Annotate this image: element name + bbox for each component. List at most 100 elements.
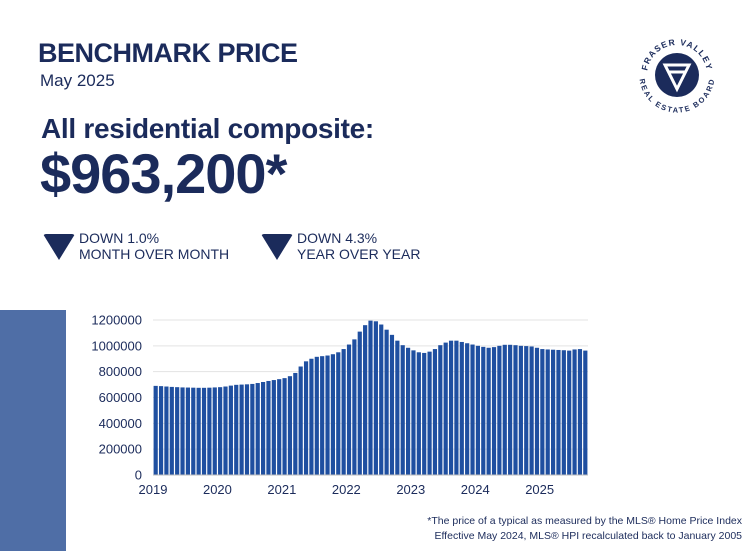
bar <box>567 350 572 475</box>
bar <box>314 356 319 475</box>
bar <box>352 339 357 475</box>
headline: All residential composite: <box>41 113 374 144</box>
bar <box>379 324 384 475</box>
bar <box>513 345 518 475</box>
x-tick-label: 2020 <box>203 482 232 497</box>
bar <box>260 382 266 475</box>
bar <box>534 347 540 475</box>
x-tick-label: 2022 <box>332 482 361 497</box>
bar <box>438 345 443 475</box>
fvreb-logo-icon: FRASER VALLEY REAL ESTATE BOARD <box>638 37 716 115</box>
bar <box>218 387 223 475</box>
bar <box>153 385 158 475</box>
bar <box>158 386 164 475</box>
bar <box>196 387 201 475</box>
bar <box>486 347 491 475</box>
bar <box>432 349 438 475</box>
footnote: *The price of a typical as measured by t… <box>427 514 742 544</box>
bar <box>508 344 513 475</box>
bar <box>427 351 432 475</box>
bar <box>298 366 303 475</box>
y-tick-label: 600000 <box>99 390 142 405</box>
bar <box>207 387 212 475</box>
bar <box>363 325 368 475</box>
bar <box>293 372 298 475</box>
stat-mom-value: DOWN 1.0% <box>79 230 160 246</box>
x-tick-label: 2024 <box>461 482 490 497</box>
bar <box>255 383 260 475</box>
down-arrow-icon <box>43 234 75 260</box>
stat-month-over-month: DOWN 1.0% MONTH OVER MONTH <box>43 230 229 262</box>
bar <box>239 384 244 475</box>
bar <box>583 350 588 475</box>
stat-mom-label: MONTH OVER MONTH <box>79 246 230 262</box>
bar <box>422 352 427 475</box>
bar <box>320 356 325 475</box>
bar <box>405 347 411 475</box>
x-tick-label: 2019 <box>139 482 168 497</box>
down-arrow-icon <box>261 234 293 260</box>
x-tick-label: 2025 <box>525 482 554 497</box>
page-subtitle: May 2025 <box>40 71 115 90</box>
bar <box>336 352 341 475</box>
bar <box>346 344 352 475</box>
bar <box>497 345 502 475</box>
bar <box>250 383 255 475</box>
bar <box>234 384 239 475</box>
y-tick-label: 800000 <box>99 364 142 379</box>
bar <box>185 387 191 475</box>
bar <box>357 331 362 475</box>
bar <box>411 350 416 475</box>
bar <box>572 349 577 475</box>
bar <box>556 349 561 475</box>
x-tick-label: 2023 <box>396 482 425 497</box>
stat-yoy-value: DOWN 4.3% <box>297 230 378 246</box>
bar <box>502 344 507 475</box>
y-tick-label: 400000 <box>99 416 142 431</box>
bar <box>303 361 309 475</box>
y-tick-label: 1000000 <box>91 338 142 353</box>
bar <box>325 355 330 475</box>
page-title: BENCHMARK PRICE <box>38 38 298 68</box>
bar <box>180 387 185 475</box>
decorative-side-bar <box>0 310 66 551</box>
bar <box>443 342 448 475</box>
footnote-line-1: *The price of a typical as measured by t… <box>427 515 742 527</box>
bar <box>282 378 287 475</box>
bar <box>465 343 470 475</box>
bar <box>475 345 481 475</box>
x-tick-label: 2021 <box>267 482 296 497</box>
bar <box>277 379 282 475</box>
bar <box>400 345 405 475</box>
bar <box>373 321 378 475</box>
bar <box>550 349 556 475</box>
bar <box>518 345 523 475</box>
bar <box>287 376 293 475</box>
bar <box>175 387 180 475</box>
footnote-line-2: Effective May 2024, MLS® HPI recalculate… <box>434 530 742 542</box>
bar <box>561 350 566 475</box>
y-tick-label: 0 <box>135 468 142 483</box>
bar <box>191 387 196 475</box>
y-tick-label: 200000 <box>99 442 142 457</box>
bar <box>368 320 373 475</box>
bar <box>389 334 395 475</box>
bar <box>470 344 475 475</box>
bar <box>384 329 389 475</box>
bar <box>169 386 174 475</box>
bar <box>309 358 314 475</box>
bar <box>481 346 486 475</box>
bar <box>164 386 169 475</box>
bar <box>524 346 529 475</box>
bar <box>266 380 271 475</box>
bar <box>529 346 534 475</box>
bar <box>545 349 550 475</box>
y-tick-label: 1200000 <box>91 313 142 328</box>
bar <box>540 349 545 475</box>
bar <box>577 349 583 475</box>
bar <box>416 352 421 475</box>
bar <box>244 384 250 475</box>
stat-yoy-label: YEAR OVER YEAR <box>297 246 421 262</box>
benchmark-price: $963,200* <box>40 142 287 205</box>
bar <box>330 354 336 475</box>
